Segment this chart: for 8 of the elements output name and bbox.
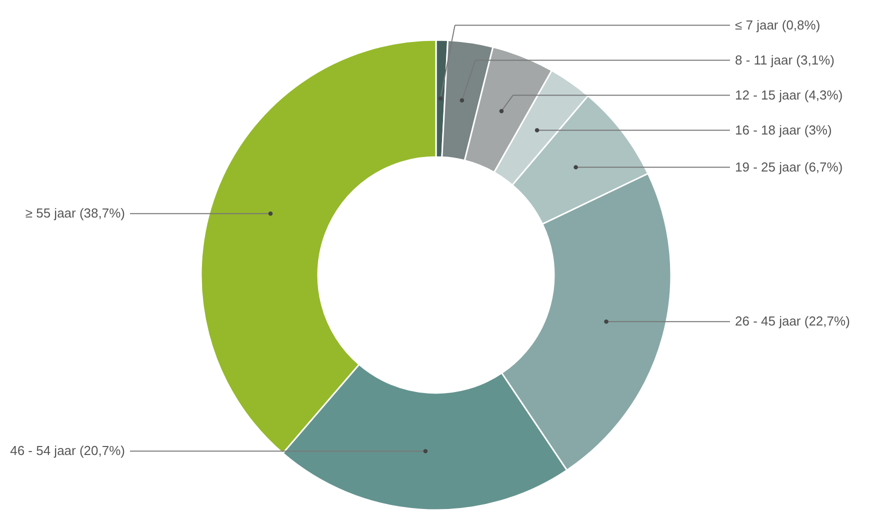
slice-label: 46 - 54 jaar (20,7%) — [10, 443, 125, 458]
slice-label: ≥ 55 jaar (38,7%) — [25, 206, 125, 221]
slice-label: ≤ 7 jaar (0,8%) — [735, 17, 820, 32]
slice-label: 19 - 25 jaar (6,7%) — [735, 159, 843, 174]
slice-label: 8 - 11 jaar (3,1%) — [735, 52, 834, 68]
slice-label: 12 - 15 jaar (4,3%) — [735, 87, 843, 102]
slice-label: 26 - 45 jaar (22,7%) — [735, 314, 850, 329]
slice-label: 16 - 18 jaar (3%) — [735, 122, 832, 138]
